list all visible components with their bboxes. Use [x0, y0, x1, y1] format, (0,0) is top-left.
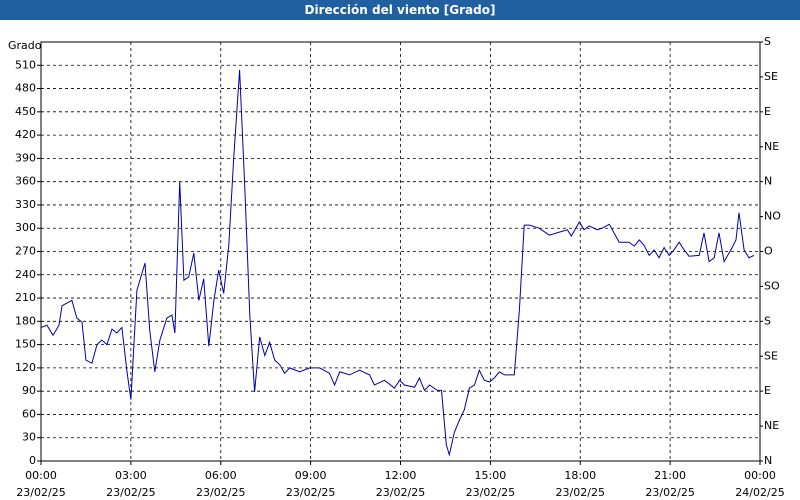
chart-title: Dirección del viento [Grado]: [0, 0, 800, 20]
y-tick-label: 0: [29, 454, 36, 467]
y-tick-label: 270: [15, 245, 36, 258]
y2-tick-label: S: [764, 314, 771, 327]
y-tick-label: 180: [15, 314, 36, 327]
y-tick-label: 330: [15, 198, 36, 211]
y2-tick-label: NE: [764, 140, 779, 153]
y-tick-label: 480: [15, 82, 36, 95]
x-tick-label: 15:00 23/02/25: [465, 469, 516, 499]
y2-tick-label: NO: [764, 210, 781, 223]
x-tick-label: 03:00 23/02/25: [106, 469, 156, 499]
x-tick-label: 18:00 23/02/25: [555, 469, 605, 499]
y2-tick-label: SE: [764, 349, 778, 362]
y-tick-label: 420: [15, 128, 36, 141]
x-tick-label: 00:00 24/02/25: [735, 469, 785, 499]
y2-tick-label: E: [764, 384, 771, 397]
y-tick-label: 360: [15, 175, 36, 188]
x-tick-label: 09:00 23/02/25: [285, 469, 336, 499]
y2-tick-label: N: [764, 454, 772, 467]
y-tick-label: 450: [15, 105, 36, 118]
y-tick-label: 90: [22, 384, 36, 397]
y-tick-label: 60: [22, 407, 36, 420]
y2-tick-label: E: [764, 105, 771, 118]
y-tick-label: 150: [15, 338, 36, 351]
y-tick-label: 30: [22, 431, 36, 444]
y-tick-label: 390: [15, 151, 36, 164]
y-tick-label: 510: [15, 58, 36, 71]
y2-tick-label: SE: [764, 70, 778, 83]
x-tick-label: 21:00 23/02/25: [645, 469, 695, 499]
y-tick-label: 210: [15, 291, 36, 304]
y-tick-label: 120: [15, 361, 36, 374]
x-tick-label: 12:00 23/02/25: [375, 469, 426, 499]
x-tick-label: 06:00 23/02/25: [196, 469, 246, 499]
y2-tick-label: S: [764, 35, 771, 48]
plot-border: [40, 41, 761, 462]
y2-tick-label: SO: [764, 279, 780, 292]
y-tick-label: 300: [15, 221, 36, 234]
y2-tick-label: NE: [764, 419, 779, 432]
data-line: [40, 69, 755, 457]
y2-tick-label: O: [764, 245, 773, 258]
x-tick-label: 00:00 23/02/25: [16, 469, 66, 499]
y2-tick-label: N: [764, 175, 772, 188]
y-tick-label: 240: [15, 268, 36, 281]
y-axis-label: Grado: [8, 39, 42, 52]
